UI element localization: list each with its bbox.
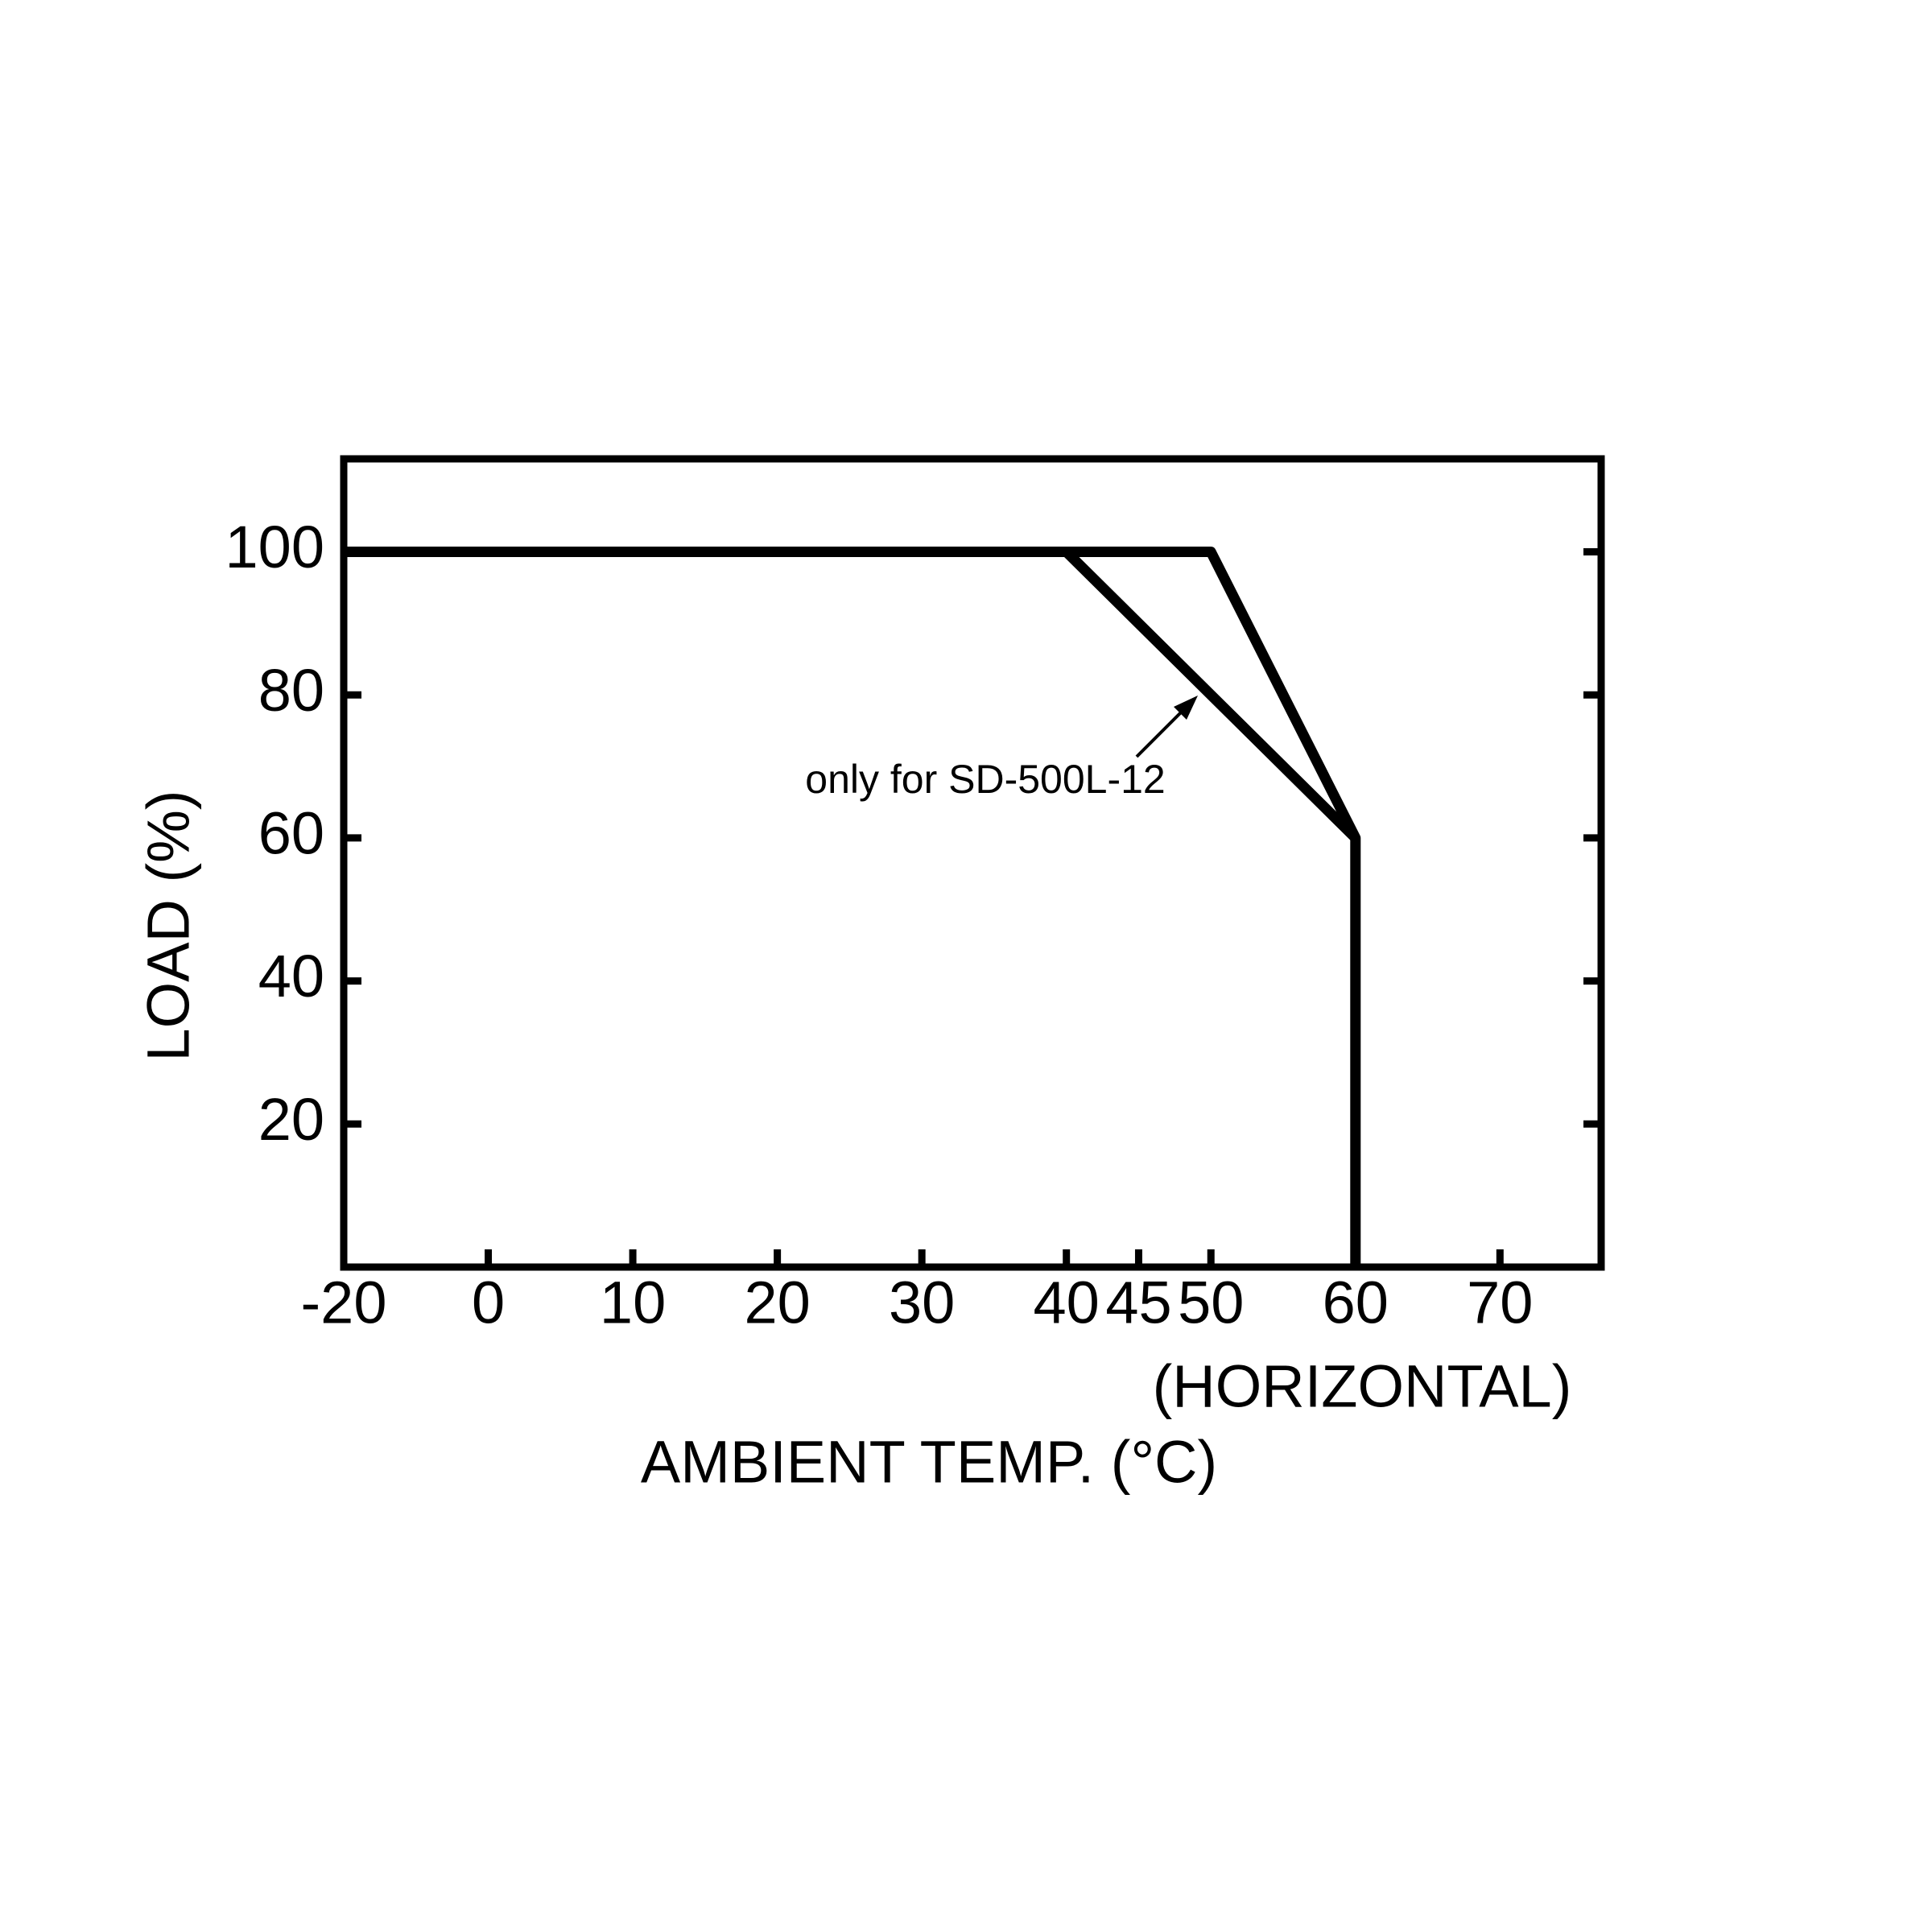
- x-tick-label: 10: [600, 1269, 666, 1336]
- x-tick-label: 45: [1105, 1269, 1171, 1336]
- plot-frame: [340, 455, 1605, 1271]
- x-tick-label: 70: [1467, 1269, 1533, 1336]
- derating-line: [344, 547, 1361, 1267]
- arrow-head: [1174, 696, 1198, 720]
- y-axis-title: LOAD (%): [135, 790, 202, 1061]
- x-tick-label: 20: [744, 1269, 810, 1336]
- x-tick-label: 40: [1034, 1269, 1100, 1336]
- derating-line: [1063, 547, 1360, 842]
- x-tick-label: 0: [472, 1269, 505, 1336]
- x-axis-subtitle: (HORIZONTAL): [1153, 1353, 1572, 1420]
- y-tick-label: 20: [258, 1086, 324, 1153]
- y-tick-label: 80: [258, 657, 324, 724]
- x-axis-title: AMBIENT TEMP. (°C): [641, 1429, 1217, 1496]
- x-tick-label: 60: [1323, 1269, 1389, 1336]
- annotation: only for SD-500L-12: [805, 757, 1165, 802]
- y-tick-label: 60: [258, 799, 324, 866]
- x-tick-label: 30: [889, 1269, 955, 1336]
- y-tick-label: 40: [258, 943, 324, 1009]
- y-tick-label: 100: [225, 514, 324, 580]
- x-tick-label: 50: [1178, 1269, 1244, 1336]
- x-tick-label: -20: [301, 1269, 387, 1336]
